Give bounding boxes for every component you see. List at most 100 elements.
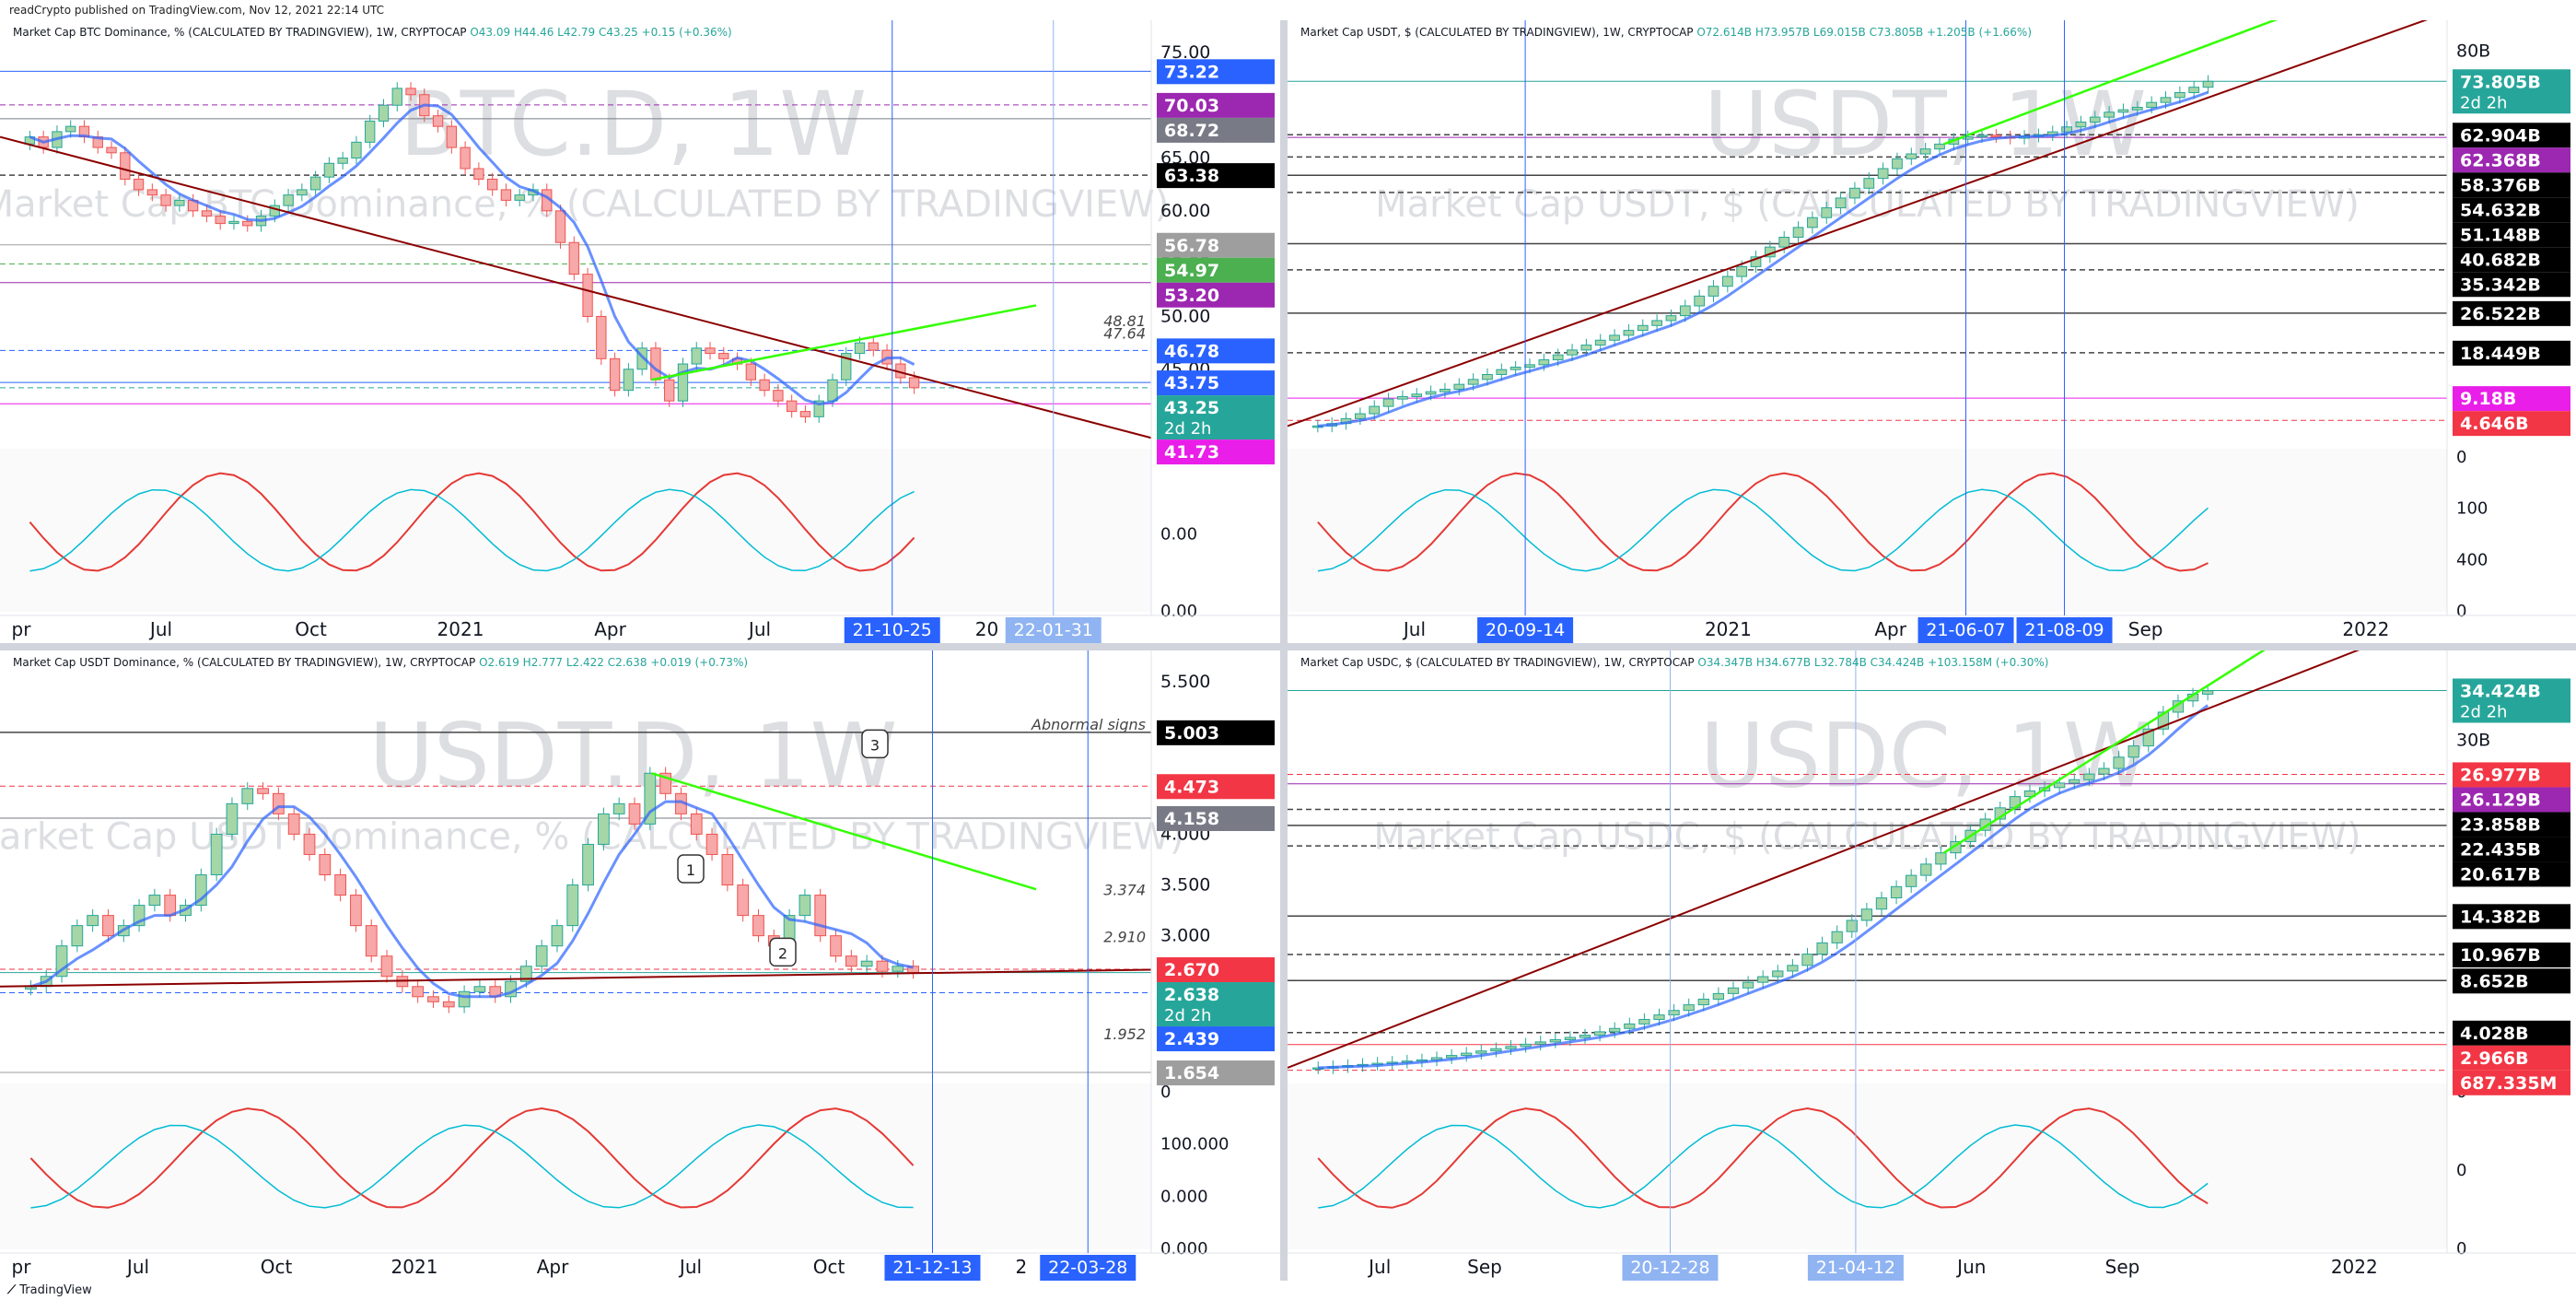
y-tick-label: 50.00 <box>1160 306 1210 326</box>
candle-body <box>860 960 873 967</box>
candle-body <box>319 853 332 876</box>
price-label-value: 26.977B <box>2460 765 2541 785</box>
x-tick-label: Apr <box>1874 618 1906 640</box>
date-marker-box <box>1477 617 1574 643</box>
trend-line-green <box>651 772 1037 891</box>
chart-title: Market Cap USDT, $ (CALCULATED BY TRADIN… <box>1300 26 1697 39</box>
candle-body <box>737 884 750 917</box>
y-tick-label: 80B <box>2456 41 2490 61</box>
price-label-value: 26.129B <box>2460 790 2541 810</box>
candle-body <box>845 955 857 967</box>
price-label-value: 34.424B <box>2460 681 2541 701</box>
chart-title: Market Cap BTC Dominance, % (CALCULATED … <box>13 26 471 39</box>
price-label-value: 54.97 <box>1164 261 1219 281</box>
price-label-value: 4.028B <box>2460 1024 2529 1044</box>
price-label-box <box>1157 257 1275 283</box>
price-label-box <box>1157 370 1275 396</box>
x-tick-label: 2021 <box>391 1256 438 1278</box>
chart-pane-usdt-market-cap[interactable]: USDT, 1W Market Cap USDT, $ (CALCULATED B… <box>1288 20 2576 643</box>
candle-body <box>102 915 114 937</box>
candle-body <box>1821 207 1833 218</box>
price-label-value: 23.858B <box>2460 814 2541 835</box>
chart-pane-usdc-market-cap[interactable]: USDC, 1W Market Cap USDC, $ (CALCULATED B… <box>1288 650 2576 1281</box>
watermark-description: Market Cap USDC, $ (CALCULATED BY TRADIN… <box>1373 815 2360 858</box>
indicator-scale-label: 0 <box>2456 448 2466 467</box>
candle-body <box>798 895 811 917</box>
candle-body <box>2089 116 2101 123</box>
chart-title: Market Cap USDT Dominance, % (CALCULATED… <box>13 656 480 669</box>
candle-body <box>1594 339 1606 346</box>
price-label-countdown: 2d 2h <box>2460 702 2507 721</box>
candle-body <box>1750 256 1762 267</box>
price-label-box <box>2453 861 2570 887</box>
price-label-box <box>1157 395 1275 440</box>
candle-body <box>519 966 532 982</box>
candle-body <box>283 194 294 206</box>
price-label-box <box>1157 1060 1275 1086</box>
trend-line <box>0 135 1152 439</box>
candle-body <box>1772 970 1784 978</box>
price-label-box <box>1157 774 1275 800</box>
candle-body <box>201 210 213 217</box>
annotation-label: 48.81 <box>1103 312 1146 330</box>
candle-body <box>337 158 348 164</box>
horizontal-pane-divider[interactable] <box>0 643 2576 650</box>
chart-legend: Market Cap USDT, $ (CALCULATED BY TRADIN… <box>1300 26 2032 39</box>
annotation-label: 3.374 <box>1103 881 1146 898</box>
candle-body <box>876 960 889 972</box>
x-tick-label: Oct <box>295 618 327 640</box>
vertical-pane-divider[interactable] <box>1280 20 1288 1281</box>
price-label-value: 4.646B <box>2460 414 2529 434</box>
candle-body <box>705 347 716 355</box>
candle-body <box>813 400 824 417</box>
candle-body <box>1490 1048 1502 1052</box>
price-label-box <box>1157 720 1275 745</box>
date-marker-label: 21-08-09 <box>2024 620 2104 640</box>
candle-body <box>226 802 239 835</box>
moving-average-line <box>29 103 915 406</box>
price-label-box <box>1157 232 1275 258</box>
candle-body <box>1440 388 1451 392</box>
chart-pane-btc-dominance[interactable]: BTC.D, 1W Market Cap BTC Dominance, % (CA… <box>0 20 1280 643</box>
price-label-value: 4.473 <box>1164 777 1219 797</box>
candle-body <box>1665 315 1677 322</box>
candle-body <box>2054 782 2066 789</box>
x-tick-label: Jul <box>1402 618 1426 640</box>
candle-body <box>1580 345 1592 351</box>
x-tick-label: Apr <box>537 1256 569 1278</box>
candle-body <box>908 377 920 389</box>
candle-body <box>659 772 672 794</box>
price-label-value: 68.72 <box>1164 121 1219 141</box>
candle-body <box>1496 369 1508 375</box>
indicator-panel <box>0 449 1151 612</box>
candle-body <box>442 1001 455 1008</box>
price-label-box <box>1157 59 1275 85</box>
price-label-value: 9.18B <box>2460 389 2516 409</box>
candle-body <box>334 874 346 896</box>
price-label-box <box>1157 92 1275 118</box>
candle-body <box>1445 1055 1458 1059</box>
oscillator-line <box>29 472 915 572</box>
candle-body <box>1653 1014 1665 1020</box>
date-marker-label: 21-10-25 <box>853 620 932 640</box>
x-tick-label: Sep <box>2128 618 2163 640</box>
price-label-value: 43.75 <box>1164 373 1219 393</box>
price-label-box <box>2453 812 2570 837</box>
candle-body <box>1736 265 1748 277</box>
x-tick-label: pr <box>12 618 32 640</box>
candle-body <box>1875 897 1888 910</box>
date-marker-label: 20-09-14 <box>1486 620 1565 640</box>
candle-body <box>786 400 798 413</box>
candle-body <box>432 115 444 127</box>
candle-body <box>636 347 647 370</box>
date-marker-label: 20-12-28 <box>1630 1258 1709 1278</box>
callout-box <box>769 937 797 967</box>
price-label-box <box>2453 172 2570 198</box>
price-label-box <box>2453 787 2570 813</box>
price-label-box <box>2453 123 2570 148</box>
candle-body <box>2142 728 2154 747</box>
x-tick-label: 2022 <box>2331 1256 2378 1278</box>
candle-body <box>1778 237 1790 248</box>
candle-body <box>215 216 226 225</box>
chart-pane-usdt-dominance[interactable]: USDT.D, 1W Market Cap USDT Dominance, % (… <box>0 650 1280 1281</box>
